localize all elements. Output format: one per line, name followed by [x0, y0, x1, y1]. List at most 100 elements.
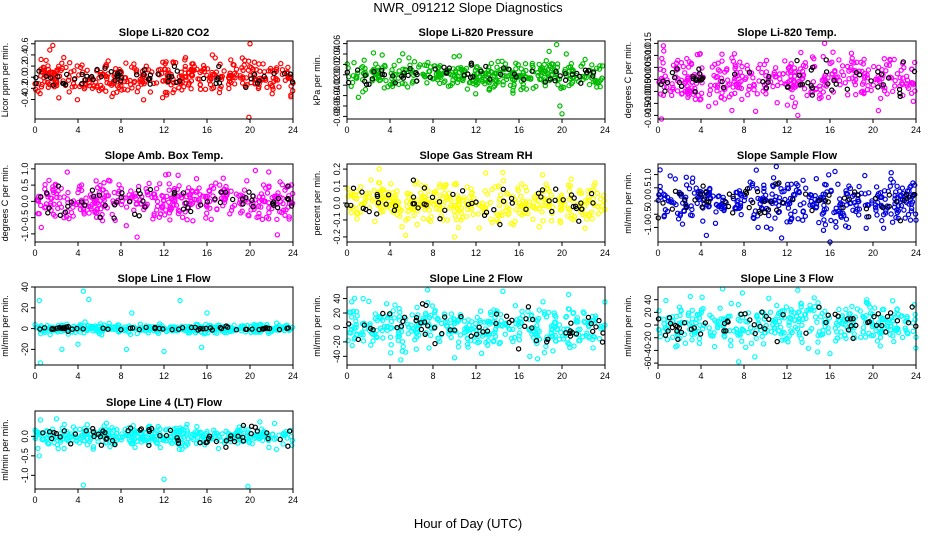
- data-point: [500, 82, 506, 88]
- data-point: [157, 433, 163, 439]
- x-tick-label: 20: [245, 248, 255, 258]
- data-point: [202, 86, 209, 93]
- data-point: [460, 75, 467, 81]
- data-point: [800, 316, 806, 322]
- data-point: [875, 107, 882, 114]
- data-point: [732, 90, 738, 97]
- data-point: [354, 67, 361, 73]
- data-point: [483, 170, 489, 176]
- data-point: [106, 80, 113, 87]
- data-point: [385, 189, 391, 196]
- data-point: [496, 340, 502, 347]
- data-point: [755, 224, 761, 231]
- data-point: [856, 183, 862, 190]
- data-point: [475, 211, 481, 217]
- data-point: [485, 67, 492, 74]
- data-point: [65, 189, 71, 196]
- data-point: [752, 108, 759, 115]
- data-point: [266, 330, 272, 337]
- data-point: [415, 312, 421, 318]
- data-points: [655, 163, 919, 245]
- data-point: [897, 217, 904, 224]
- data-point: [571, 343, 577, 349]
- data-point: [871, 322, 877, 328]
- data-point: [251, 59, 258, 65]
- data-point: [197, 192, 203, 198]
- data-point: [789, 94, 795, 101]
- data-point: [401, 70, 407, 76]
- data-point: [222, 189, 229, 195]
- data-point: [892, 77, 898, 84]
- data-point: [72, 431, 79, 437]
- data-point: [171, 431, 177, 437]
- data-point: [460, 195, 467, 201]
- data-point: [868, 87, 874, 94]
- data-point: [599, 202, 606, 209]
- data-point: [409, 312, 415, 318]
- data-point: [285, 64, 291, 71]
- data-point: [65, 77, 72, 83]
- data-point: [670, 334, 676, 340]
- data-point: [185, 205, 191, 211]
- data-point: [569, 74, 576, 81]
- data-point: [689, 307, 696, 313]
- data-point: [576, 337, 582, 344]
- data-point: [398, 207, 405, 214]
- data-point: [660, 200, 666, 206]
- data-point: [507, 82, 514, 89]
- data-point: [590, 328, 596, 335]
- data-points: [344, 166, 608, 240]
- data-point: [405, 208, 411, 215]
- data-point: [832, 67, 838, 74]
- data-point: [50, 187, 57, 194]
- data-point: [894, 70, 901, 77]
- data-point: [177, 297, 183, 304]
- data-point: [746, 69, 753, 75]
- data-point: [780, 71, 786, 77]
- data-point: [42, 181, 48, 188]
- data-point: [228, 207, 235, 213]
- data-point: [89, 425, 96, 432]
- data-point: [843, 335, 849, 342]
- data-point: [846, 311, 852, 317]
- data-point: [274, 204, 281, 211]
- data-point: [806, 307, 812, 313]
- data-point: [837, 196, 843, 202]
- data-point: [240, 422, 247, 429]
- data-point: [399, 339, 406, 345]
- data-point: [871, 313, 877, 320]
- data-point: [456, 53, 462, 59]
- data-point: [288, 203, 295, 209]
- data-point: [826, 315, 833, 321]
- data-point: [183, 424, 189, 430]
- data-point: [709, 64, 716, 70]
- data-point: [418, 320, 424, 326]
- data-point: [407, 62, 413, 68]
- data-point: [216, 63, 222, 70]
- data-point: [893, 214, 899, 221]
- x-tick-label: 4: [387, 248, 392, 258]
- x-tick-label: 4: [75, 125, 80, 135]
- data-point: [140, 198, 146, 204]
- data-point: [179, 214, 186, 220]
- data-point: [162, 427, 169, 433]
- data-point: [369, 76, 376, 82]
- data-point: [772, 317, 779, 323]
- data-point: [61, 428, 68, 434]
- data-point: [68, 69, 74, 75]
- data-point: [566, 306, 572, 312]
- data-points: [344, 41, 606, 117]
- data-point: [424, 287, 431, 293]
- data-point: [594, 190, 601, 197]
- data-point: [360, 295, 366, 302]
- x-tick-label: 20: [557, 125, 567, 135]
- data-point: [287, 71, 293, 77]
- data-point: [778, 79, 784, 86]
- data-point: [739, 73, 746, 79]
- data-point: [457, 332, 464, 338]
- data-point: [719, 58, 725, 64]
- data-point: [515, 185, 521, 191]
- data-point: [446, 195, 452, 201]
